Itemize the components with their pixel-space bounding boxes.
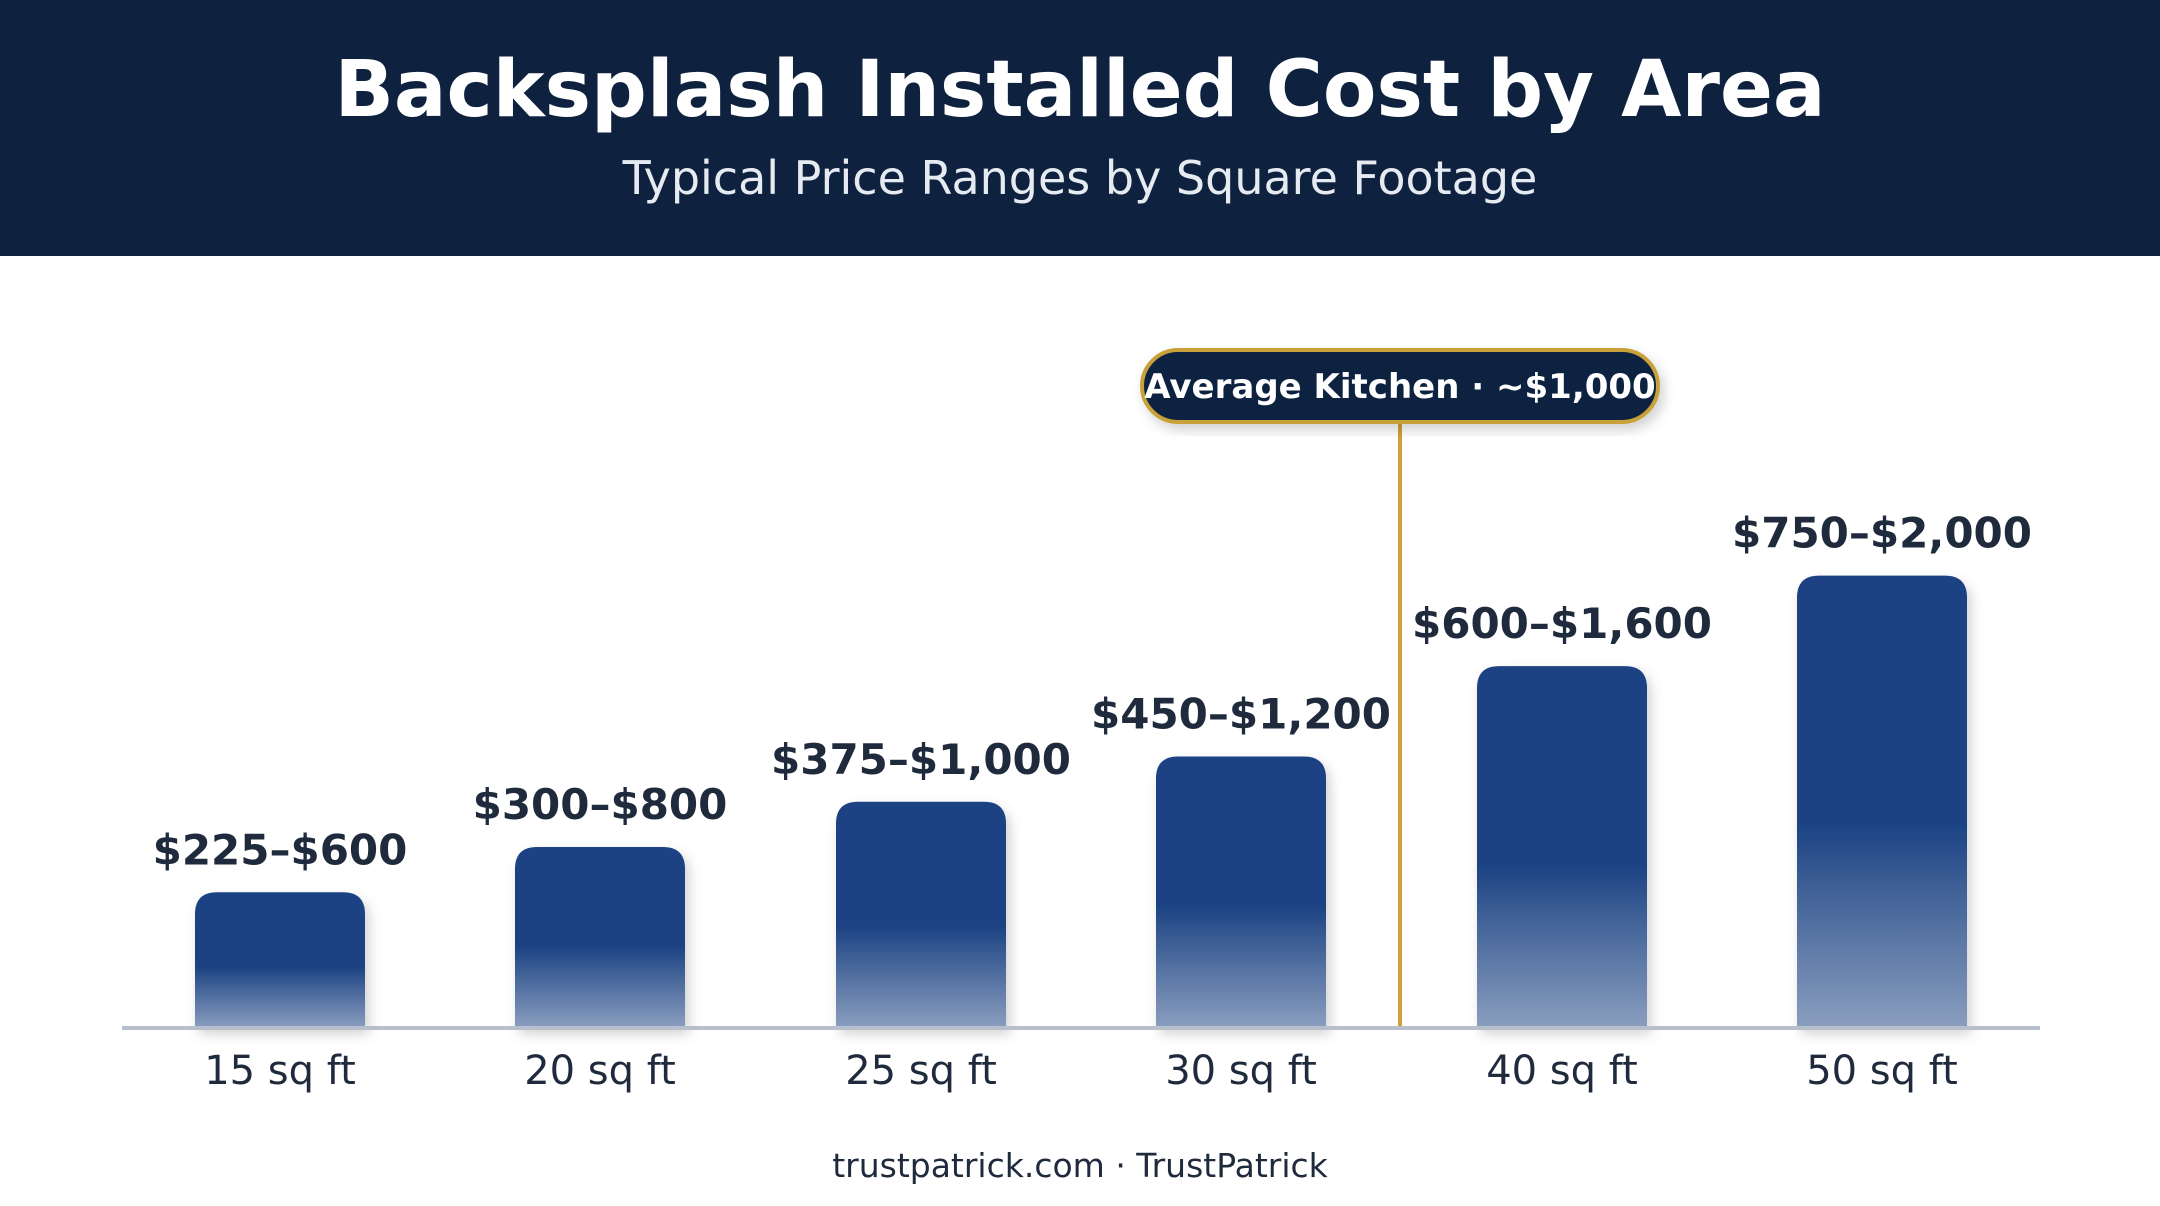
bar-value-label: $450–$1,200 (1091, 690, 1391, 739)
x-tick-label: 40 sq ft (1486, 1048, 1638, 1094)
bar-15-sq-ft (195, 892, 365, 1028)
chart-subtitle: Typical Price Ranges by Square Footage (622, 151, 1538, 205)
average-kitchen-label: Average Kitchen · ~$1,000 (1144, 367, 1655, 407)
bar-50-sq-ft (1797, 575, 1967, 1028)
bar-chart: $225–$600 15 sq ft $300–$800 20 sq ft $375–$… (122, 348, 2040, 1094)
bar-value-label: $375–$1,000 (771, 735, 1071, 784)
bar-20-sq-ft (515, 847, 685, 1028)
bar-value-label: $300–$800 (473, 780, 728, 829)
x-tick-label: 30 sq ft (1165, 1048, 1317, 1094)
x-tick-label: 15 sq ft (204, 1048, 356, 1094)
x-tick-label: 50 sq ft (1806, 1048, 1958, 1094)
source-credit: trustpatrick.com · TrustPatrick (832, 1146, 1328, 1185)
bar-40-sq-ft (1477, 666, 1647, 1028)
x-tick-label: 20 sq ft (524, 1048, 676, 1094)
header-banner: Backsplash Installed Cost by Area Typica… (0, 0, 2160, 256)
x-tick-label: 25 sq ft (845, 1048, 997, 1094)
bar-25-sq-ft (836, 801, 1006, 1028)
bar-value-label: $750–$2,000 (1732, 509, 2032, 558)
average-kitchen-badge (1140, 348, 1660, 424)
bar-value-label: $600–$1,600 (1412, 599, 1712, 648)
bar-value-label: $225–$600 (153, 825, 408, 874)
chart-title: Backsplash Installed Cost by Area (334, 45, 1826, 135)
bar-30-sq-ft (1156, 756, 1326, 1028)
